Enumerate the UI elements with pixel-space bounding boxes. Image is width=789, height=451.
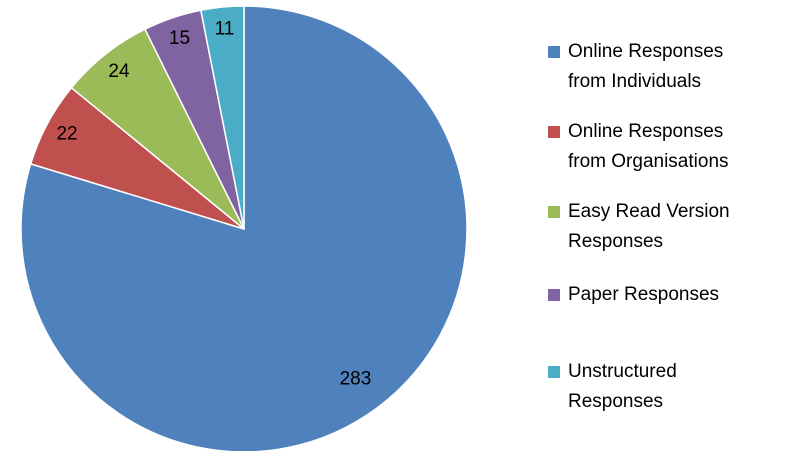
legend-item: Online Responses from Organisations xyxy=(548,117,763,177)
data-label: 24 xyxy=(108,61,130,82)
pie-slice xyxy=(199,5,245,230)
legend-item: Easy Read Version Responses xyxy=(548,197,763,257)
legend-label: Unstructured Responses xyxy=(568,361,677,412)
legend-item: Unstructured Responses xyxy=(548,357,763,417)
legend-item: Online Responses from Individuals xyxy=(548,37,763,97)
legend-swatch xyxy=(548,289,560,301)
data-label: 11 xyxy=(215,18,235,39)
legend-swatch xyxy=(548,46,560,58)
legend-swatch xyxy=(548,126,560,138)
data-label: 15 xyxy=(169,28,190,49)
legend-label: Online Responses from Organisations xyxy=(568,121,729,172)
data-label: 283 xyxy=(340,369,372,390)
legend-swatch xyxy=(548,206,560,218)
data-label: 22 xyxy=(56,123,77,144)
legend-item: Paper Responses xyxy=(548,280,763,310)
legend-label: Online Responses from Individuals xyxy=(568,41,724,92)
legend-swatch xyxy=(548,366,560,378)
legend-label: Easy Read Version Responses xyxy=(568,201,730,252)
legend-label: Paper Responses xyxy=(568,284,720,305)
